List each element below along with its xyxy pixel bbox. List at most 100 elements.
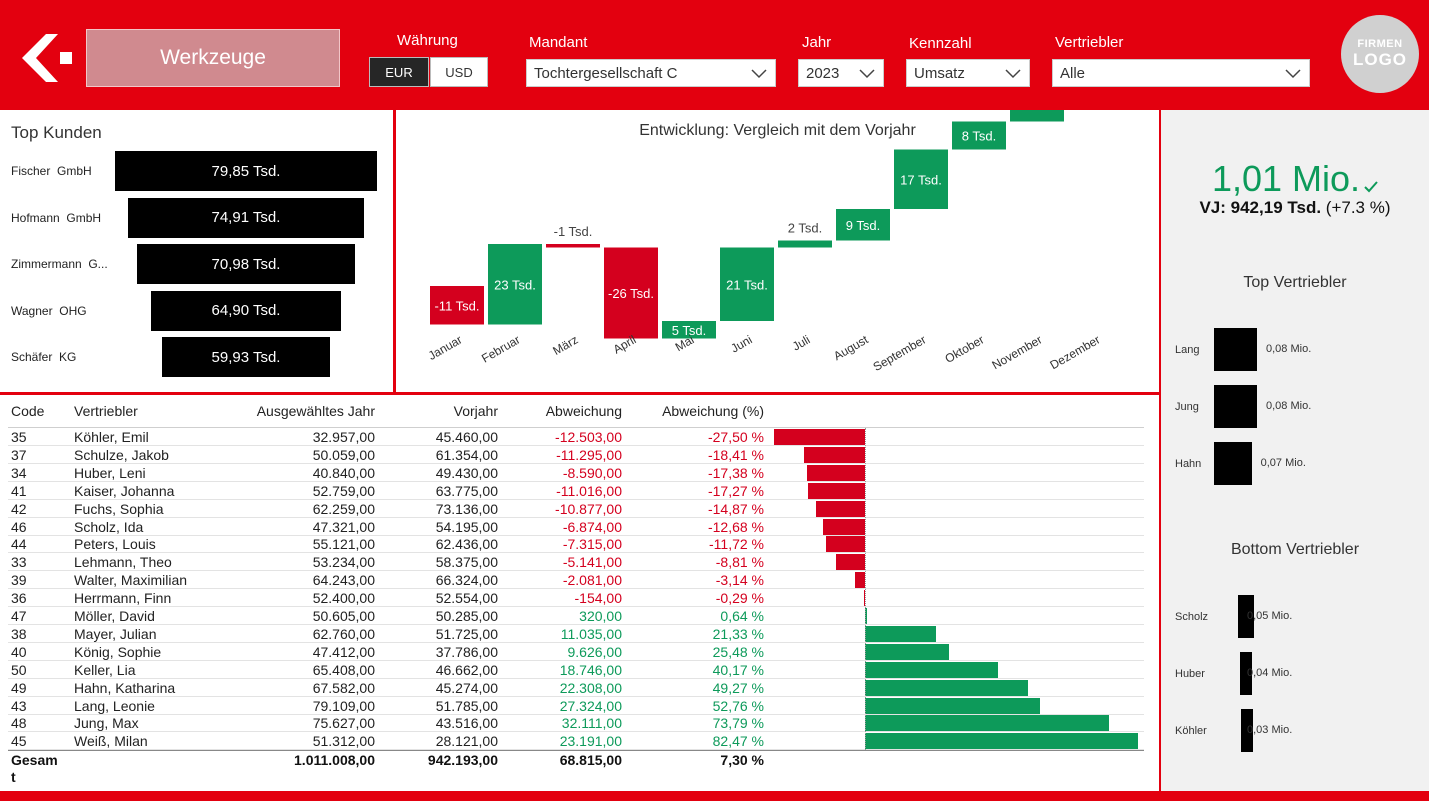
cell-year: 47.412,00 xyxy=(312,643,375,660)
waterfall-bar-september[interactable] xyxy=(894,149,948,210)
table-row[interactable]: 35 Köhler, Emil 32.957,00 45.460,00 -12.503,… xyxy=(8,428,1144,446)
cell-name: Lang, Leonie xyxy=(74,697,155,714)
kunde-bar[interactable]: 79,85 Tsd. xyxy=(115,151,377,191)
mandant-dropdown[interactable]: Tochtergesellschaft C xyxy=(526,59,776,87)
x-axis-tick-label: August xyxy=(831,332,871,363)
cell-prev: 37.786,00 xyxy=(435,643,498,660)
waterfall-data-label: 21 Tsd. xyxy=(726,277,768,292)
cell-year: 53.234,00 xyxy=(312,554,375,571)
cell-name: König, Sophie xyxy=(74,643,162,660)
waterfall-bar-märz[interactable] xyxy=(546,244,600,248)
vertriebler-value: Alle xyxy=(1060,64,1086,82)
bottom-bar xyxy=(0,791,1429,801)
cell-pct: 0,64 % xyxy=(720,608,764,624)
waterfall-bar-juni[interactable] xyxy=(720,247,774,322)
x-axis-tick-label: März xyxy=(550,332,580,357)
table-row[interactable]: 34 Huber, Leni 40.840,00 49.430,00 -8.590,00… xyxy=(8,464,1144,482)
waterfall-bar-juli[interactable] xyxy=(778,240,832,248)
deviation-bar xyxy=(815,500,865,517)
cell-prev: 61.354,00 xyxy=(435,446,498,463)
deviation-bar xyxy=(823,518,865,535)
table-row[interactable]: 47 Möller, David 50.605,00 50.285,00 320,00 0… xyxy=(8,607,1144,625)
bottom_vertriebler-bar[interactable] xyxy=(1239,652,1253,695)
x-axis-tick-label: Dezember xyxy=(1048,332,1103,372)
kpi-vj-change: (+7.3 %) xyxy=(1321,198,1391,217)
cell-code: 45 xyxy=(11,733,27,750)
cell-year: 62.259,00 xyxy=(312,500,375,517)
table-row[interactable]: 43 Lang, Leonie 79.109,00 51.785,00 27.324,0… xyxy=(8,697,1144,715)
cell-code: 43 xyxy=(11,697,27,714)
cell-pct: -0,29 % xyxy=(715,590,764,607)
cell-prev: 52.554,00 xyxy=(435,590,498,607)
top_vertriebler-bar[interactable] xyxy=(1214,442,1252,485)
table-row[interactable]: 50 Keller, Lia 65.408,00 46.662,00 18.746,00… xyxy=(8,661,1144,679)
jahr-dropdown[interactable]: 2023 xyxy=(798,59,884,87)
waterfall-bar-november[interactable] xyxy=(1010,110,1064,122)
waterfall-data-label: 23 Tsd. xyxy=(494,277,536,292)
table-row[interactable]: 48 Jung, Max 75.627,00 43.516,00 32.111,00 73… xyxy=(8,714,1144,733)
col-header-abweichung[interactable]: Abweichung xyxy=(545,403,622,419)
cell-diff: -7.315,00 xyxy=(562,536,622,553)
deviation-bar xyxy=(865,643,950,660)
table-row[interactable]: 41 Kaiser, Johanna 52.759,00 63.775,00 -11.0… xyxy=(8,482,1144,500)
table-row[interactable]: 40 König, Sophie 47.412,00 37.786,00 9.626,0… xyxy=(8,643,1144,661)
col-header-vertriebler[interactable]: Vertriebler xyxy=(74,403,138,419)
cell-diff: 23.191,00 xyxy=(559,733,622,750)
cell-year: 40.840,00 xyxy=(312,464,375,481)
table-row[interactable]: 37 Schulze, Jakob 50.059,00 61.354,00 -11.29… xyxy=(8,446,1144,464)
waterfall-bar-februar[interactable] xyxy=(488,244,542,325)
cell-pct: 82,47 % xyxy=(712,733,764,750)
currency-usd-button[interactable]: USD xyxy=(430,57,488,87)
deviation-bar xyxy=(804,446,865,463)
total-pct: 7,30 % xyxy=(720,752,764,768)
cell-prev: 45.274,00 xyxy=(435,679,498,696)
waterfall-bar-april[interactable] xyxy=(604,247,658,339)
col-header-ausgewaehltes-jahr[interactable]: Ausgewähltes Jahr xyxy=(256,403,375,419)
vertriebler-dropdown[interactable]: Alle xyxy=(1052,59,1310,87)
col-header-abweichung-pct[interactable]: Abweichung (%) xyxy=(662,403,764,419)
cell-name: Huber, Leni xyxy=(74,464,146,481)
table-row[interactable]: 42 Fuchs, Sophia 62.259,00 73.136,00 -10.877… xyxy=(8,500,1144,518)
bottom_vertriebler-name: Köhler xyxy=(1175,725,1207,737)
cell-pct: 49,27 % xyxy=(712,679,764,696)
col-header-code[interactable]: Code xyxy=(11,403,45,419)
table-row[interactable]: 36 Herrmann, Finn 52.400,00 52.554,00 -154,0… xyxy=(8,589,1144,608)
table-row[interactable]: 45 Weiß, Milan 51.312,00 28.121,00 23.191,00… xyxy=(8,732,1144,751)
total-year: 1.011.008,00 xyxy=(294,752,375,768)
page-title-button[interactable]: Werkzeuge xyxy=(86,29,340,87)
waterfall-data-label: 9 Tsd. xyxy=(846,218,880,233)
kunde-bar[interactable]: 70,98 Tsd. xyxy=(137,244,355,284)
deviation-bar xyxy=(865,697,1040,714)
waterfall-data-label: -26 Tsd. xyxy=(608,286,654,301)
waterfall-bar-januar[interactable] xyxy=(430,286,484,325)
table-row[interactable]: 44 Peters, Louis 55.121,00 62.436,00 -7.315,… xyxy=(8,535,1144,554)
header-divider xyxy=(8,427,1144,428)
kunde-bar[interactable]: 64,90 Tsd. xyxy=(151,290,341,331)
currency-eur-button[interactable]: EUR xyxy=(369,57,429,87)
kennzahl-dropdown[interactable]: Umsatz xyxy=(906,59,1030,87)
x-axis-tick-label: September xyxy=(871,332,929,373)
deviation-bar xyxy=(865,715,1110,732)
bottom_vertriebler-bar[interactable] xyxy=(1241,709,1254,752)
cell-name: Fuchs, Sophia xyxy=(74,500,164,517)
table-row[interactable]: 46 Scholz, Ida 47.321,00 54.195,00 -6.874,00… xyxy=(8,518,1144,536)
kunde-bar[interactable]: 74,91 Tsd. xyxy=(127,197,365,238)
kunde-bar[interactable]: 59,93 Tsd. xyxy=(162,337,330,377)
waterfall-bar-august[interactable] xyxy=(836,209,890,241)
table-row[interactable]: 39 Walter, Maximilian 64.243,00 66.324,00 -2… xyxy=(8,571,1144,590)
mandant-value: Tochtergesellschaft C xyxy=(534,64,678,82)
back-arrow-icon[interactable] xyxy=(22,34,72,82)
top_vertriebler-bar[interactable] xyxy=(1214,328,1257,371)
waterfall-bar-mai[interactable] xyxy=(662,321,716,339)
cell-name: Herrmann, Finn xyxy=(74,590,172,607)
cell-pct: -3,14 % xyxy=(715,572,764,589)
waterfall-bar-oktober[interactable] xyxy=(952,121,1006,150)
cell-prev: 62.436,00 xyxy=(435,536,498,553)
bottom_vertriebler-bar[interactable] xyxy=(1237,595,1254,638)
table-row[interactable]: 33 Lehmann, Theo 53.234,00 58.375,00 -5.141,… xyxy=(8,553,1144,572)
col-header-vorjahr[interactable]: Vorjahr xyxy=(453,403,498,419)
table-row[interactable]: 38 Mayer, Julian 62.760,00 51.725,00 11.035,… xyxy=(8,625,1144,643)
deviation-bar xyxy=(865,608,868,624)
top_vertriebler-bar[interactable] xyxy=(1214,385,1257,428)
table-row[interactable]: 49 Hahn, Katharina 67.582,00 45.274,00 22.30… xyxy=(8,679,1144,697)
